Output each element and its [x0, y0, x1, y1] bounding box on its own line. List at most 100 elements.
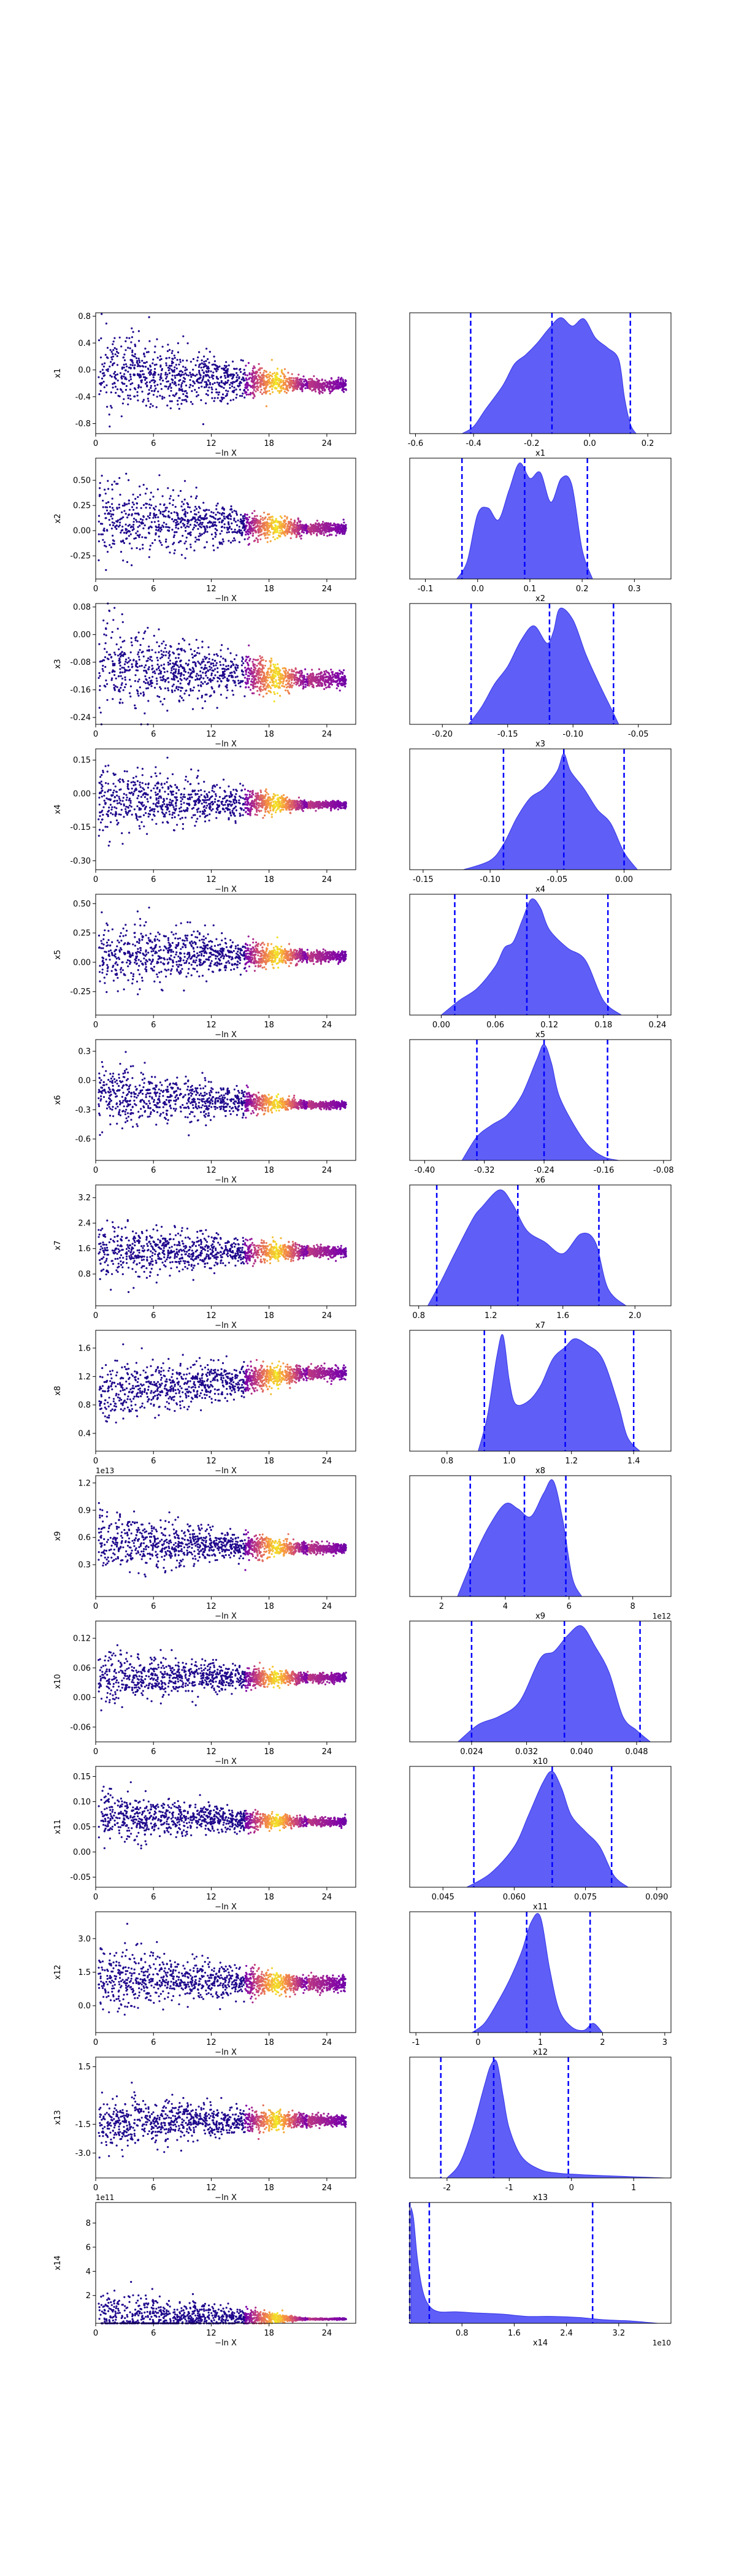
scatter-panel-3-point — [243, 696, 245, 697]
scatter-panel-3-point — [160, 650, 162, 652]
scatter-panel-1-point — [311, 383, 313, 385]
scatter-panel-3-point — [190, 648, 192, 650]
scatter-panel-1-point — [229, 384, 231, 386]
scatter-panel-3-point — [259, 655, 261, 657]
scatter-panel-1-point — [174, 366, 175, 368]
scatter-panel-1-point — [156, 396, 158, 397]
scatter-panel-1-point — [112, 349, 114, 351]
scatter-panel-2-point — [167, 487, 169, 489]
scatter-panel-3-point — [283, 667, 285, 669]
scatter-panel-3-point — [178, 671, 180, 673]
scatter-panel-3-point — [201, 667, 202, 669]
scatter-panel-1-point — [115, 386, 117, 388]
scatter-panel-3-point — [181, 697, 183, 699]
scatter-panel-2-point — [255, 519, 257, 521]
scatter-panel-3-point — [302, 683, 304, 685]
scatter-panel-2-point — [335, 531, 337, 532]
scatter-panel-3-point — [330, 679, 332, 681]
scatter-panel-1-point — [235, 388, 237, 390]
scatter-panel-1-point — [337, 379, 339, 381]
scatter-panel-2-point — [163, 526, 164, 528]
scatter-panel-2-point — [264, 529, 266, 531]
scatter-panel-3-point — [294, 678, 296, 680]
scatter-panel-1-point — [131, 350, 133, 351]
scatter-panel-2-point — [112, 539, 114, 541]
scatter-panel-4-point — [267, 793, 269, 795]
scatter-panel-3-point — [324, 683, 326, 685]
scatter-panel-1-point — [112, 363, 114, 365]
scatter-panel-3-point — [167, 662, 169, 664]
scatter-panel-1-point — [293, 377, 294, 379]
scatter-panel-4-point — [150, 776, 152, 778]
scatter-panel-3-point — [140, 644, 142, 646]
scatter-panel-3-point — [320, 678, 321, 680]
scatter-panel-2-point — [149, 512, 151, 514]
scatter-panel-2-point — [253, 519, 255, 521]
scatter-panel-1-point — [163, 397, 165, 399]
scatter-panel-2-point — [117, 508, 118, 510]
scatter-panel-2-point — [336, 528, 338, 530]
scatter-panel-1-point — [117, 352, 119, 354]
scatter-panel-2-point — [314, 531, 316, 532]
scatter-panel-3-point — [188, 694, 190, 696]
scatter-panel-2-point — [110, 510, 112, 512]
scatter-panel-2-point — [243, 526, 245, 527]
scatter-panel-2-point — [186, 525, 188, 527]
scatter-panel-1-point — [132, 355, 134, 357]
scatter-panel-1-point — [146, 385, 148, 387]
scatter-panel-2-point — [138, 514, 140, 516]
scatter-panel-1-point — [279, 378, 281, 380]
scatter-panel-1-point — [98, 339, 100, 341]
scatter-panel-2-point — [202, 522, 204, 524]
scatter-panel-4-point — [162, 821, 164, 823]
scatter-panel-2-point — [120, 541, 122, 543]
scatter-panel-4-point — [103, 795, 105, 797]
scatter-panel-3-point — [137, 692, 139, 694]
scatter-panel-1-point — [257, 379, 259, 381]
scatter-panel-1-point — [158, 374, 159, 375]
scatter-panel-1-point — [225, 367, 227, 369]
scatter-panel-1-point — [107, 347, 109, 349]
scatter-panel-1-point — [239, 383, 240, 385]
scatter-panel-3-point — [321, 678, 323, 680]
scatter-panel-2-point — [337, 526, 339, 528]
scatter-panel-2-point — [284, 515, 286, 517]
scatter-panel-1-point — [144, 377, 146, 378]
scatter-panel-3-point — [224, 660, 226, 662]
scatter-panel-2-point — [326, 535, 328, 537]
scatter-panel-2-point — [98, 515, 100, 517]
scatter-panel-1-point — [285, 384, 286, 386]
scatter-panel-3-point — [309, 682, 310, 684]
scatter-panel-3-point — [214, 674, 216, 676]
scatter-panel-2-point — [279, 535, 281, 537]
scatter-panel-3-point — [225, 665, 227, 667]
scatter-panel-1-point — [143, 374, 145, 375]
scatter-panel-3-point — [135, 639, 137, 641]
scatter-panel-3-point — [131, 642, 132, 643]
scatter-panel-3-point — [112, 664, 114, 666]
scatter-panel-2-point — [213, 512, 215, 514]
scatter-panel-2-point — [308, 526, 310, 527]
scatter-panel-2-point — [215, 508, 217, 510]
scatter-panel-3-point — [119, 702, 121, 704]
scatter-panel-2-point — [307, 528, 309, 530]
scatter-panel-3-point — [112, 698, 113, 700]
scatter-panel-3-point — [202, 683, 204, 684]
scatter-panel-3-point — [229, 652, 231, 654]
scatter-panel-1-point — [169, 367, 171, 369]
scatter-panel-2-point — [126, 516, 128, 518]
scatter-panel-1-point — [228, 376, 229, 378]
scatter-panel-1-point — [185, 395, 186, 397]
scatter-panel-3-point — [151, 676, 153, 678]
scatter-panel-2-point — [257, 519, 259, 521]
scatter-panel-2-point — [126, 537, 128, 539]
scatter-panel-2-point — [315, 523, 316, 524]
scatter-panel-1-point — [192, 380, 194, 382]
scatter-panel-2-point — [262, 517, 264, 519]
scatter-panel-3-point — [210, 680, 212, 681]
scatter-panel-2-point — [291, 532, 293, 534]
scatter-panel-1-point — [207, 375, 209, 377]
scatter-panel-3-point — [139, 686, 141, 688]
scatter-panel-2-point — [130, 534, 132, 535]
scatter-panel-1-point — [185, 372, 186, 374]
